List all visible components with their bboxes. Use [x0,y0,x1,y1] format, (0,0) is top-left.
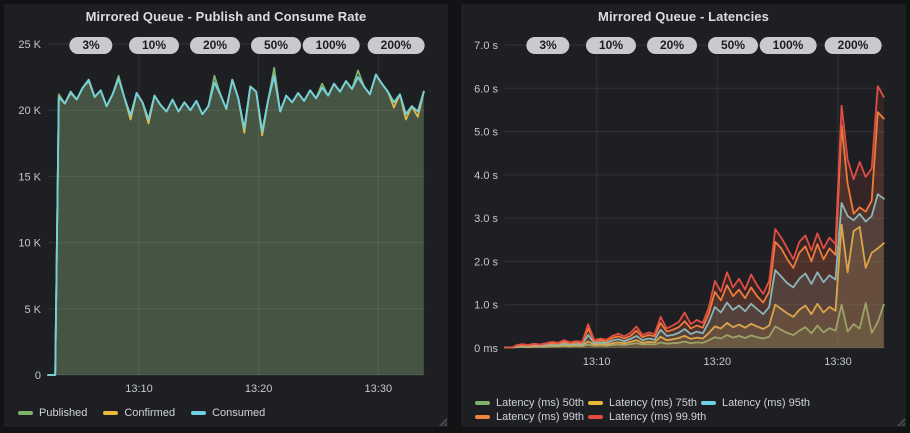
rate-chart-canvas: 0 5 K 10 K 15 K 20 K 25 K 13:10 13:20 13:30 [18,39,425,395]
series-fill-consumed [48,74,424,375]
legend-swatch-latency-95th [701,401,716,405]
series-line-latency-ms-99-9th [504,85,885,349]
annotation-pill-3pct[interactable]: 3% [526,37,570,54]
panel-resize-handle[interactable] [438,417,447,426]
panel-publish-consume-rate: Mirrored Queue - Publish and Consume Rat… [4,4,448,427]
latency-chart-legend: Latency (ms) 50th Latency (ms) 75th Late… [475,397,827,423]
legend-item-consumed[interactable]: Consumed [191,407,265,419]
rate-chart-legend: Published Confirmed Consumed [18,407,265,419]
annotation-pill-10pct[interactable]: 10% [585,37,637,54]
y-tick-label: 6.0 s [474,83,498,95]
y-tick-label: 20 K [18,105,41,117]
legend-item-latency-75th[interactable]: Latency (ms) 75th [588,397,701,409]
legend-swatch-published [18,411,33,415]
series-fill-latency-ms-75th [505,224,884,348]
x-tick-label: 13:30 [365,383,393,395]
series-fill-confirmed [48,74,424,375]
legend-swatch-latency-50th [475,401,490,405]
panel-latencies: Mirrored Queue - Latencies 0 ms 1.0 s 2.0 … [461,4,906,427]
series-line-latency-ms-99th [504,111,885,349]
y-tick-label: 0 [35,370,41,382]
legend-item-latency-99th[interactable]: Latency (ms) 99th [475,411,588,423]
series-fill-latency-ms-95th [505,194,884,348]
annotation-pill-200pct[interactable]: 200% [367,37,425,54]
y-tick-label: 0 ms [474,343,498,355]
y-tick-label: 7.0 s [474,40,498,52]
series-line-latency-ms-75th [504,223,885,349]
legend-item-latency-99-9th[interactable]: Latency (ms) 99.9th [588,411,706,423]
legend-swatch-latency-99th [475,415,490,419]
series-line-consumed [47,73,425,376]
y-tick-label: 5.0 s [474,127,498,139]
legend-label-published: Published [39,407,88,419]
legend-label-consumed: Consumed [212,407,266,419]
legend-item-latency-95th[interactable]: Latency (ms) 95th [701,397,814,409]
legend-label-latency-50th: Latency (ms) 50th [496,397,585,409]
legend-swatch-consumed [191,411,207,415]
y-tick-label: 2.0 s [474,256,498,268]
legend-label-latency-99-9th: Latency (ms) 99.9th [609,411,707,423]
series-fill-published [48,67,424,376]
legend-label-latency-95th: Latency (ms) 95th [722,397,811,409]
legend-label-confirmed: Confirmed [124,407,176,419]
series-fill-latency-ms-50th [505,303,884,348]
legend-item-latency-50th[interactable]: Latency (ms) 50th [475,397,588,409]
y-tick-label: 4.0 s [474,170,498,182]
y-tick-label: 25 K [18,39,41,51]
latency-chart-canvas: 0 ms 1.0 s 2.0 s 3.0 s 4.0 s 5.0 s 6.0 s 7.0 s 1… [474,40,885,368]
series-line-latency-ms-95th [504,193,885,349]
annotation-pill-100pct[interactable]: 100% [759,37,817,54]
legend-label-latency-99th: Latency (ms) 99th [496,411,585,423]
annotation-pill-20pct[interactable]: 20% [189,37,241,54]
y-tick-label: 10 K [18,238,41,250]
x-tick-label: 13:10 [125,383,153,395]
y-tick-label: 15 K [18,171,41,183]
y-tick-label: 1.0 s [474,300,498,312]
x-tick-label: 13:20 [245,383,273,395]
legend-label-latency-75th: Latency (ms) 75th [609,397,698,409]
x-tick-label: 13:10 [583,356,611,368]
series-fill-latency-ms-99-9th [505,86,884,348]
panel-title-rate[interactable]: Mirrored Queue - Publish and Consume Rat… [85,9,367,24]
legend-item-confirmed[interactable]: Confirmed [103,407,175,419]
annotation-pill-3pct[interactable]: 3% [69,37,113,54]
panel-title-latencies[interactable]: Mirrored Queue - Latencies [598,9,769,24]
annotation-pill-20pct[interactable]: 20% [646,37,698,54]
legend-swatch-latency-99-9th [588,415,603,419]
legend-item-published[interactable]: Published [18,407,87,419]
annotation-pill-200pct[interactable]: 200% [824,37,882,54]
annotation-pill-100pct[interactable]: 100% [302,37,360,54]
legend-swatch-latency-75th [588,401,603,405]
x-tick-label: 13:20 [704,356,732,368]
annotation-pill-50pct[interactable]: 50% [250,37,302,54]
annotation-pill-50pct[interactable]: 50% [707,37,759,54]
legend-swatch-confirmed [103,411,119,415]
y-tick-label: 5 K [24,304,41,316]
x-tick-label: 13:30 [824,356,852,368]
panel-resize-handle[interactable] [896,417,905,426]
series-fill-latency-ms-99th [505,112,884,348]
y-tick-label: 3.0 s [474,213,498,225]
annotation-pill-10pct[interactable]: 10% [128,37,180,54]
